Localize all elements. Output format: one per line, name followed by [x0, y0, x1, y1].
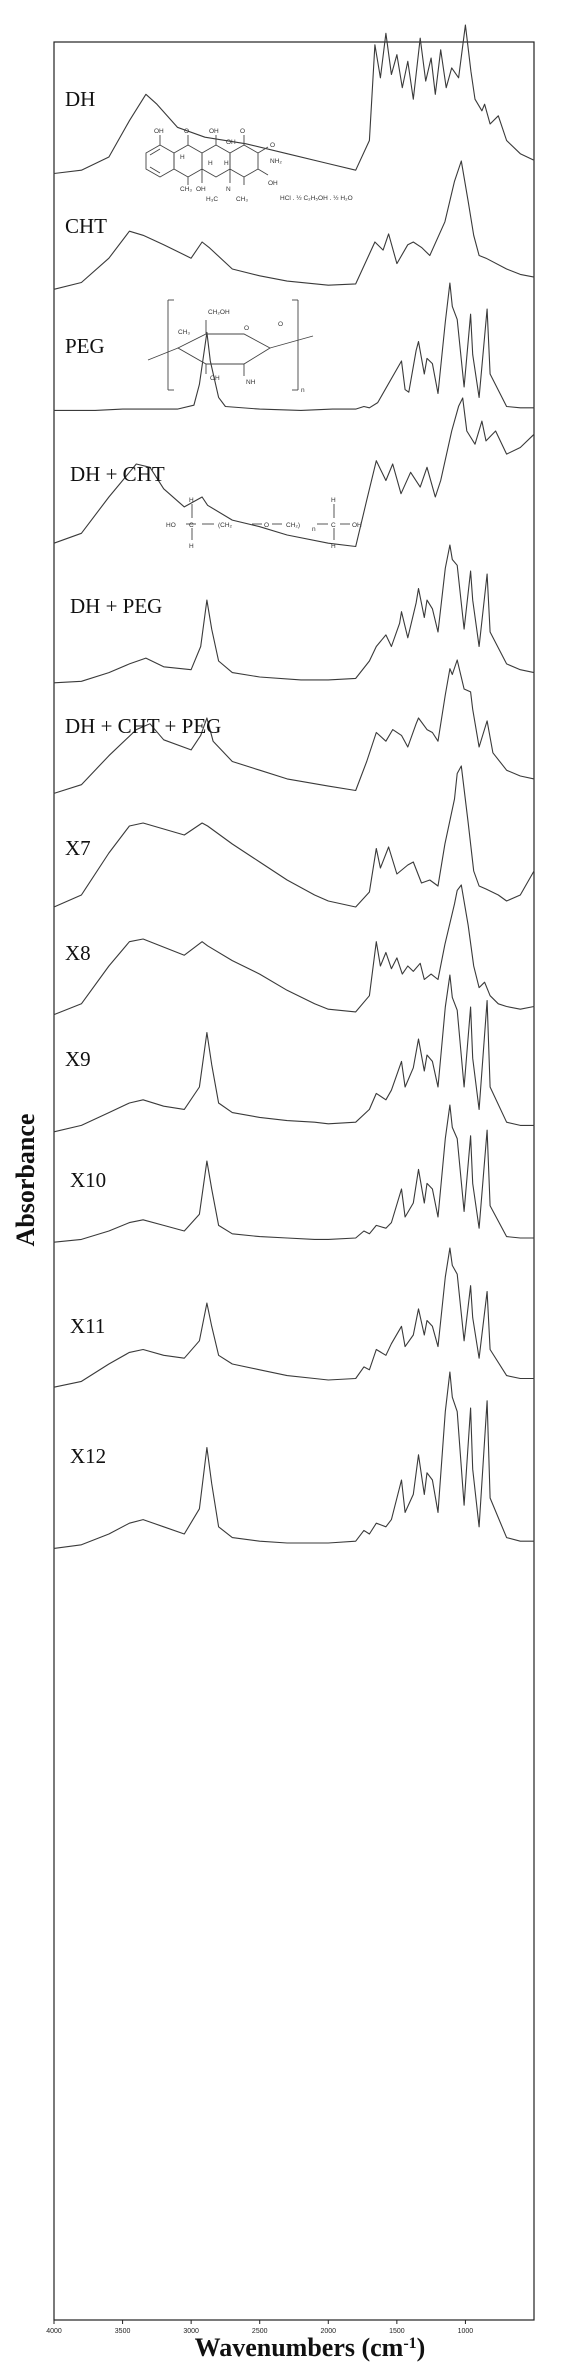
- cht-atom-label: O: [278, 321, 283, 328]
- spectrum-line: [53, 1247, 535, 1388]
- peg-atom-label: HO: [166, 522, 176, 529]
- spectrum-line: [53, 974, 535, 1133]
- dh-atom-label: H: [224, 160, 229, 167]
- peg-atom-label: n: [312, 526, 316, 533]
- dh-atom-label: OH: [268, 180, 278, 187]
- plot-frame: [53, 41, 535, 2321]
- dh-atom-label: O: [240, 128, 245, 135]
- spectrum-line: [53, 884, 535, 1016]
- cht-atom-label: n: [301, 387, 305, 394]
- series-label: DH + PEG: [70, 594, 162, 618]
- dh-atom-label: O: [270, 142, 275, 149]
- spectrum-line: [53, 24, 535, 175]
- peg-structure: H HO C H (CH₂ O CH₂) n H C OH H: [166, 497, 362, 550]
- spectrum-line: [53, 1371, 535, 1549]
- dh-atom-label: NH₂: [270, 158, 282, 165]
- peg-atom-label: H: [331, 497, 336, 504]
- dh-atom-label: OH: [196, 186, 206, 193]
- spectrum-line: [53, 282, 535, 411]
- dh-atom-label: CH₃: [180, 186, 192, 193]
- peg-atom-label: H: [189, 497, 194, 504]
- spectrum-line: [53, 1104, 535, 1243]
- x-tick-label: 2000: [320, 2328, 336, 2335]
- cht-atom-label: CH₃: [178, 329, 190, 336]
- x-tick-label: 1500: [389, 2328, 405, 2335]
- series-label: X7: [65, 836, 91, 860]
- cht-atom-label: O: [244, 325, 249, 332]
- peg-atom-label: C: [331, 522, 336, 529]
- peg-atom-label: H: [189, 543, 194, 550]
- spectrum-line: [53, 397, 535, 548]
- dh-salt-text: HCl . ½ C₂H₅OH . ½ H₂O: [280, 194, 353, 202]
- x-tick-label: 3000: [183, 2328, 199, 2335]
- y-axis-title: Absorbance: [11, 1114, 40, 1247]
- series-label: PEG: [65, 334, 105, 358]
- series-label: DH + CHT: [70, 462, 165, 486]
- cht-atom-label: OH: [210, 375, 220, 382]
- x-tick-label: 3500: [115, 2328, 131, 2335]
- dh-structure: OH O OH O OH O NH₂ H H H CH₃ OH N H₃C CH…: [145, 128, 353, 203]
- cht-structure: CH₂OH O O CH₃ OH NH n: [147, 299, 314, 394]
- peg-atom-label: H: [331, 543, 336, 550]
- dh-atom-label: N: [226, 186, 231, 193]
- spectrum-line: [53, 544, 535, 684]
- series-label: CHT: [65, 214, 107, 238]
- peg-atom-label: (CH₂: [218, 522, 233, 529]
- series-labels: DH CHT PEG DH + CHT DH + PEG DH + CHT + PEG X7…: [65, 87, 221, 1468]
- dh-atom-label: OH: [226, 139, 236, 146]
- spectra-traces: [53, 24, 535, 1549]
- x-tick-label: 2500: [252, 2328, 268, 2335]
- series-label: X9: [65, 1047, 91, 1071]
- dh-atom-label: OH: [154, 128, 164, 135]
- dh-atom-label: H: [208, 160, 213, 167]
- series-label: DH + CHT + PEG: [65, 714, 221, 738]
- series-label: X10: [70, 1168, 106, 1192]
- x-axis-title-main: Wavenumbers (cm: [195, 2333, 404, 2362]
- series-label: X12: [70, 1444, 106, 1468]
- peg-atom-label: C: [189, 522, 194, 529]
- series-label: DH: [65, 87, 95, 111]
- x-axis-title: Wavenumbers (cm-1): [195, 2333, 426, 2362]
- dh-atom-label: O: [184, 128, 189, 135]
- dh-atom-label: H: [180, 154, 185, 161]
- dh-atom-label: H₃C: [206, 196, 218, 203]
- cht-atom-label: CH₂OH: [208, 309, 230, 316]
- x-tick-label: 1000: [458, 2328, 474, 2335]
- spectrum-line: [53, 659, 535, 794]
- spectrum-line: [53, 765, 535, 908]
- x-axis-title-sup: -1: [403, 2335, 416, 2352]
- cht-atom-label: NH: [246, 379, 256, 386]
- x-tick-label: 4000: [46, 2328, 62, 2335]
- dh-atom-label: OH: [209, 128, 219, 135]
- x-axis-title-end: ): [417, 2333, 426, 2362]
- peg-atom-label: OH: [352, 522, 362, 529]
- series-label: X11: [70, 1314, 105, 1338]
- spectrum-line: [53, 160, 535, 290]
- peg-atom-label: O: [264, 522, 269, 529]
- peg-atom-label: CH₂): [286, 522, 300, 529]
- series-label: X8: [65, 941, 91, 965]
- dh-atom-label: CH₃: [236, 196, 248, 203]
- x-axis-ticks: 4000 3500 3000 2500 2000 1500 1000: [46, 2320, 473, 2335]
